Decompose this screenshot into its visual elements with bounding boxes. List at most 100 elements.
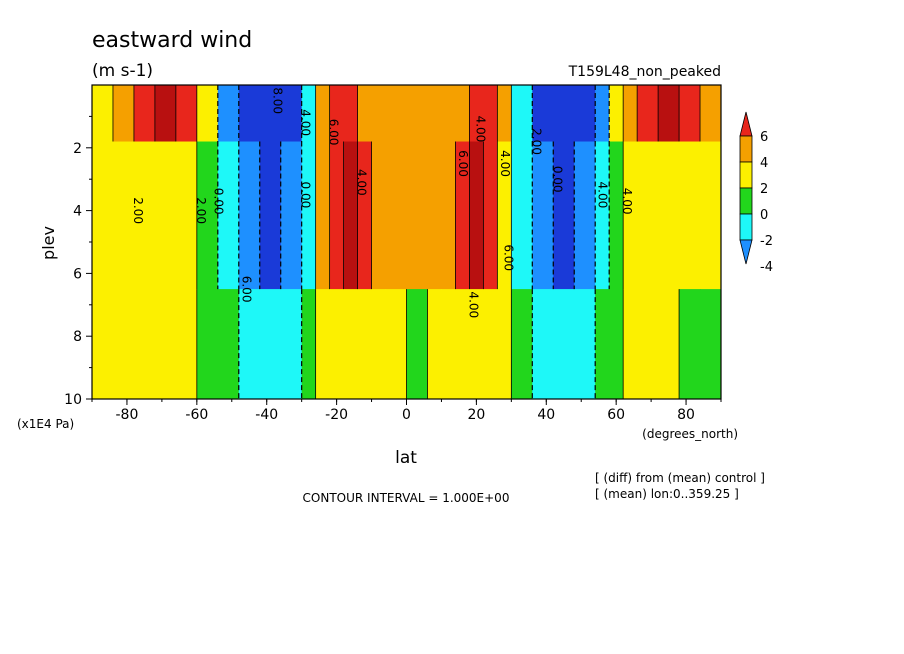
contour-label: 4.00	[299, 109, 313, 136]
colorbar: 6 4 2 0 -2 -4	[739, 111, 773, 275]
x-tick-label: -20	[325, 407, 348, 423]
wind-band-cell	[280, 141, 303, 290]
y-tick-label: 4	[73, 204, 82, 220]
x-tick-label: 0	[402, 407, 411, 423]
wind-band-cell	[154, 141, 177, 290]
contour-labels: 2.00 2.00 0.006.004.000.004.008.006.00 4.00…	[131, 87, 634, 318]
x-tick-label: -80	[116, 407, 139, 423]
wind-band-cell	[217, 85, 240, 143]
colorbar-segment	[739, 213, 753, 241]
contour-label: 6.00	[456, 150, 470, 177]
wind-band-cell	[371, 141, 387, 290]
wind-band-cell	[455, 141, 470, 290]
wind-band-cell	[637, 85, 659, 143]
colorbar-label: -4	[760, 260, 773, 275]
wind-band-cell	[700, 141, 721, 290]
y-axis: 2 4 6 8 10	[64, 115, 92, 408]
contour-lines	[112, 85, 701, 399]
wind-band-cell	[469, 289, 484, 399]
wind-band-cell	[623, 85, 638, 143]
wind-band-cell	[497, 289, 512, 399]
wind-band-cell	[427, 289, 443, 399]
wind-band-cell	[280, 85, 303, 143]
contour-label: 4.00	[466, 291, 480, 318]
wind-band-cell	[532, 85, 554, 143]
contour-label: 8.00	[271, 87, 285, 114]
x-tick-label: 40	[537, 407, 555, 423]
wind-band-cell	[329, 289, 345, 399]
wind-band-cell	[196, 141, 219, 290]
x-tick-label: -60	[185, 407, 208, 423]
wind-band-cell	[343, 141, 359, 290]
contour-label: 6.00	[501, 244, 515, 271]
wind-band-cell	[532, 141, 554, 290]
wind-band-cell	[497, 141, 512, 290]
wind-band-cell	[217, 289, 240, 399]
wind-band-cell	[175, 289, 198, 399]
wind-band-cell	[511, 289, 533, 399]
wind-band-cell	[133, 85, 156, 143]
wind-band-cell	[196, 289, 219, 399]
wind-band-cell	[357, 85, 373, 143]
wind-band-cell	[595, 85, 610, 143]
wind-band-cell	[483, 141, 498, 290]
wind-band-cell	[92, 289, 114, 399]
contour-label: 4.00	[498, 150, 512, 177]
wind-band-cell	[280, 289, 303, 399]
x-tick-label: 60	[607, 407, 625, 423]
wind-band-cell	[406, 85, 429, 143]
wind-band-cell	[553, 85, 575, 143]
wind-band-cell	[315, 85, 331, 143]
contour-label: 2.00	[194, 197, 208, 224]
wind-band-cell	[455, 289, 470, 399]
wind-band-cell	[658, 289, 680, 399]
x-tick-label: 80	[677, 407, 695, 423]
wind-band-cell	[700, 85, 721, 143]
y-axis-label: plev	[39, 226, 58, 260]
wind-band-cell	[532, 289, 554, 399]
run-label: T159L48_non_peaked	[568, 64, 721, 80]
wind-band-cell	[574, 85, 596, 143]
wind-band-cell	[553, 289, 575, 399]
wind-band-cell	[623, 289, 638, 399]
contour-label: 4.00	[596, 182, 610, 209]
wind-band-cell	[329, 85, 345, 143]
wind-band-cell	[637, 289, 659, 399]
wind-band-cell	[385, 141, 408, 290]
wind-band-cell	[175, 141, 198, 290]
colorbar-label: -2	[760, 234, 773, 249]
wind-band-cell	[469, 141, 484, 290]
wind-band-cell	[133, 141, 156, 290]
wind-band-cell	[329, 141, 345, 290]
wind-band-cell	[154, 85, 177, 143]
x-tick-label: 20	[467, 407, 485, 423]
wind-band-cell	[357, 289, 373, 399]
wind-band-cell	[658, 141, 680, 290]
wind-band-cell	[196, 85, 219, 143]
x-axis-label: lat	[395, 448, 417, 468]
wind-band-cell	[441, 141, 457, 290]
x-axis-units: (degrees_north)	[642, 427, 738, 441]
wind-band-cell	[259, 85, 282, 143]
contour-label: 4.00	[473, 116, 487, 143]
wind-band-cell	[238, 289, 261, 399]
wind-band-cell	[315, 289, 331, 399]
wind-band-cell	[658, 85, 680, 143]
wind-band-cell	[511, 85, 533, 143]
wind-band-cell	[700, 289, 721, 399]
wind-band-cell	[301, 85, 317, 143]
y-tick-label: 8	[73, 329, 82, 345]
wind-band-cell	[112, 141, 135, 290]
wind-band-cell	[469, 85, 484, 143]
wind-band-cell	[609, 85, 624, 143]
wind-band-cell	[497, 85, 512, 143]
contour-label: 0.00	[299, 182, 313, 209]
plot-area: 2.00 2.00 0.006.004.000.004.008.006.00 4.00…	[92, 85, 721, 399]
wind-band-cell	[441, 289, 457, 399]
wind-band-cell	[574, 289, 596, 399]
wind-band-cell	[92, 85, 114, 143]
contour-label: 6.00	[327, 119, 341, 146]
colorbar-segment	[739, 187, 753, 215]
wind-band-cell	[238, 85, 261, 143]
contour-label: 4.00	[355, 169, 369, 196]
